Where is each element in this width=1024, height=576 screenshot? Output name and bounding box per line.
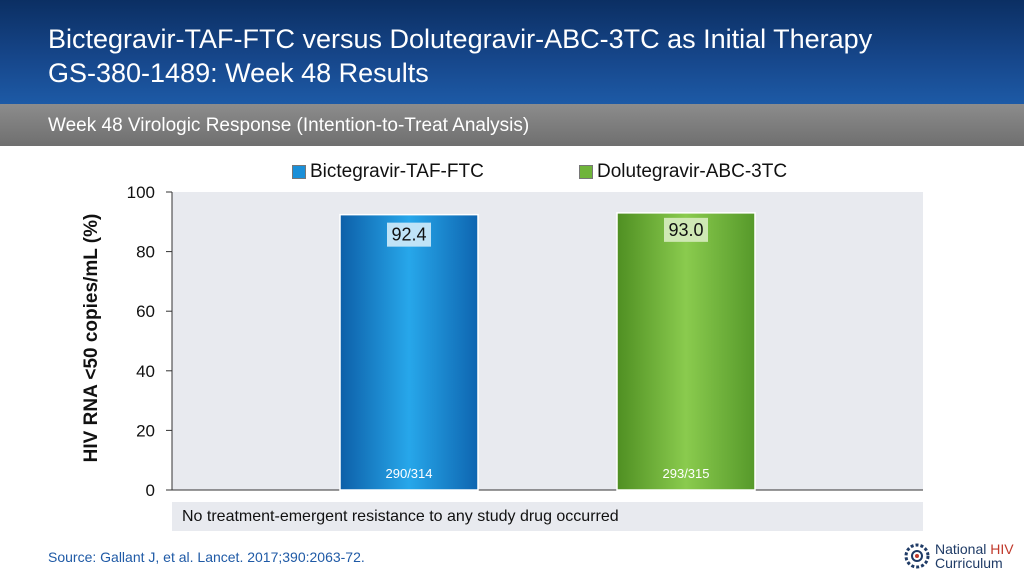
note-box: No treatment-emergent resistance to any … <box>172 502 923 531</box>
subheader-bar: Week 48 Virologic Response (Intention-to… <box>0 104 1024 146</box>
source-citation: Source: Gallant J, et al. Lancet. 2017;3… <box>48 549 365 565</box>
nhc-logo-icon <box>904 543 930 569</box>
header-banner: Bictegravir-TAF-FTC versus Dolutegravir-… <box>0 0 1024 104</box>
logo-hiv: HIV <box>990 541 1014 557</box>
subheader-text: Week 48 Virologic Response (Intention-to… <box>48 115 530 136</box>
nhc-logo: National HIV Curriculum <box>903 542 1014 570</box>
y-tick-label: 100 <box>127 183 155 202</box>
count-label: 293/315 <box>663 466 710 481</box>
value-label: 93.0 <box>668 220 703 240</box>
y-tick-label: 0 <box>146 481 155 500</box>
bar-dolutegravir <box>616 212 756 491</box>
logo-curriculum: Curriculum <box>935 555 1003 571</box>
title-line-1: Bictegravir-TAF-FTC versus Dolutegravir-… <box>48 24 873 54</box>
page-title: Bictegravir-TAF-FTC versus Dolutegravir-… <box>48 22 872 90</box>
plot-area <box>172 192 923 490</box>
note-text: No treatment-emergent resistance to any … <box>182 508 619 525</box>
value-label-box <box>387 222 431 247</box>
y-tick-label: 60 <box>136 302 155 321</box>
legend-item-dolutegravir: Dolutegravir-ABC-3TC <box>579 161 787 183</box>
value-label: 92.4 <box>391 225 426 245</box>
count-label: 290/314 <box>386 466 433 481</box>
y-axis-label: HIV RNA <50 copies/mL (%) <box>81 213 102 463</box>
y-tick-label: 80 <box>136 243 155 262</box>
legend-label-bictegravir: Bictegravir-TAF-FTC <box>310 161 484 182</box>
y-tick-label: 40 <box>136 362 155 381</box>
title-line-2: GS-380-1489: Week 48 Results <box>48 58 429 88</box>
nhc-logo-text: National HIV Curriculum <box>935 542 1014 570</box>
y-tick-label: 20 <box>136 421 155 440</box>
value-label-box <box>664 217 708 242</box>
legend-item-bictegravir: Bictegravir-TAF-FTC <box>292 161 484 183</box>
legend-swatch-blue <box>292 165 306 179</box>
legend-swatch-green <box>579 165 593 179</box>
legend-label-dolutegravir: Dolutegravir-ABC-3TC <box>597 161 788 182</box>
logo-national: National <box>935 541 991 557</box>
bar-bictegravir <box>339 213 479 491</box>
